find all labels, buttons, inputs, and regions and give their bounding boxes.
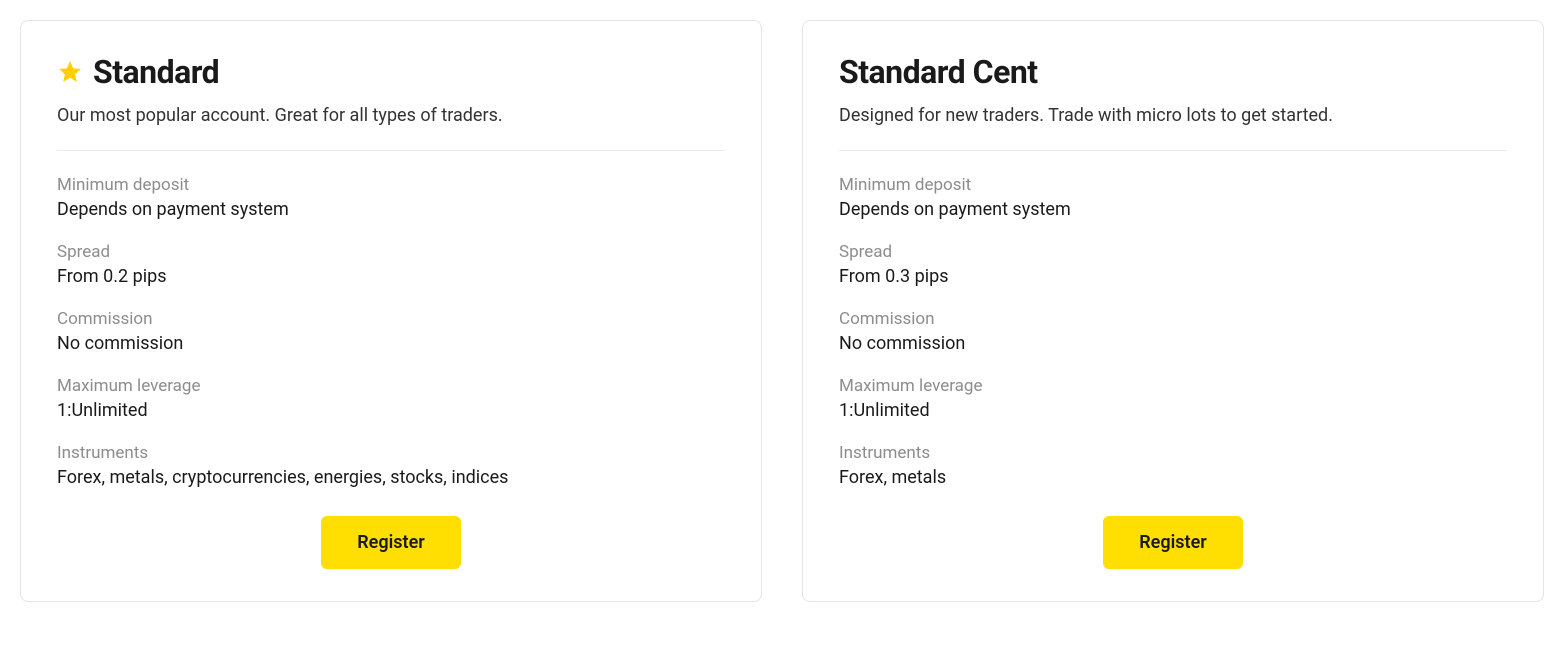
detail-spread: Spread From 0.2 pips <box>57 242 725 287</box>
detail-instruments: Instruments Forex, metals, cryptocurrenc… <box>57 443 725 488</box>
card-title: Standard <box>93 53 219 91</box>
detail-min-deposit: Minimum deposit Depends on payment syste… <box>839 175 1507 220</box>
detail-label: Maximum leverage <box>839 376 1507 396</box>
detail-value: From 0.3 pips <box>839 266 1507 287</box>
detail-label: Spread <box>839 242 1507 262</box>
detail-value: Depends on payment system <box>57 199 725 220</box>
detail-value: Depends on payment system <box>839 199 1507 220</box>
card-header: Standard <box>57 53 725 91</box>
button-wrap: Register <box>839 516 1507 569</box>
account-card-standard-cent: Standard Cent Designed for new traders. … <box>802 20 1544 602</box>
card-subtitle: Our most popular account. Great for all … <box>57 105 725 126</box>
detail-value: 1:Unlimited <box>839 400 1507 421</box>
detail-label: Maximum leverage <box>57 376 725 396</box>
divider <box>839 150 1507 151</box>
detail-label: Commission <box>57 309 725 329</box>
detail-value: No commission <box>839 333 1507 354</box>
detail-spread: Spread From 0.3 pips <box>839 242 1507 287</box>
detail-value: Forex, metals <box>839 467 1507 488</box>
card-title: Standard Cent <box>839 53 1038 91</box>
card-header: Standard Cent <box>839 53 1507 91</box>
detail-label: Commission <box>839 309 1507 329</box>
detail-value: No commission <box>57 333 725 354</box>
detail-label: Instruments <box>57 443 725 463</box>
detail-min-deposit: Minimum deposit Depends on payment syste… <box>57 175 725 220</box>
divider <box>57 150 725 151</box>
detail-commission: Commission No commission <box>57 309 725 354</box>
button-wrap: Register <box>57 516 725 569</box>
register-button[interactable]: Register <box>321 516 461 569</box>
detail-label: Spread <box>57 242 725 262</box>
detail-leverage: Maximum leverage 1:Unlimited <box>57 376 725 421</box>
detail-value: Forex, metals, cryptocurrencies, energie… <box>57 467 725 488</box>
detail-instruments: Instruments Forex, metals <box>839 443 1507 488</box>
register-button[interactable]: Register <box>1103 516 1243 569</box>
detail-commission: Commission No commission <box>839 309 1507 354</box>
account-card-standard: Standard Our most popular account. Great… <box>20 20 762 602</box>
detail-label: Instruments <box>839 443 1507 463</box>
detail-value: 1:Unlimited <box>57 400 725 421</box>
detail-label: Minimum deposit <box>57 175 725 195</box>
account-cards-container: Standard Our most popular account. Great… <box>20 20 1544 602</box>
detail-leverage: Maximum leverage 1:Unlimited <box>839 376 1507 421</box>
detail-value: From 0.2 pips <box>57 266 725 287</box>
card-subtitle: Designed for new traders. Trade with mic… <box>839 105 1507 126</box>
detail-label: Minimum deposit <box>839 175 1507 195</box>
star-icon <box>57 59 83 85</box>
